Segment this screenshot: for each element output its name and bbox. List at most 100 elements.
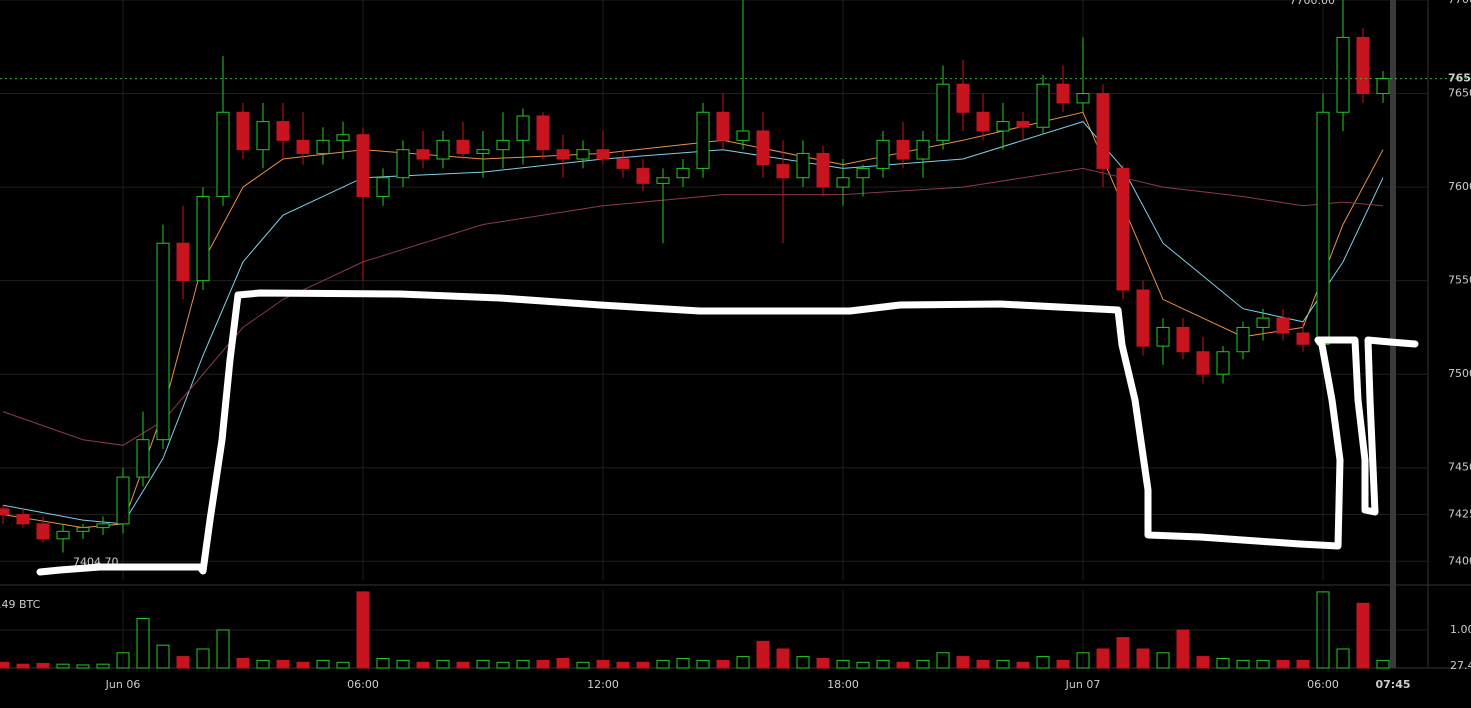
volume-bar [816, 657, 830, 669]
volume-bar [196, 648, 210, 669]
candle-body [796, 152, 810, 179]
volume-title: .49 BTC [0, 598, 41, 611]
candle-body [1156, 326, 1170, 347]
y-tick-label: 7425 [1448, 508, 1471, 521]
candle-body [16, 514, 30, 525]
candle-body [1036, 83, 1050, 128]
volume-tick-label: 1.00 [1450, 623, 1471, 636]
volume-bar [156, 644, 170, 669]
volume-bar [1056, 659, 1070, 669]
volume-bar [616, 661, 630, 669]
volume-bar [636, 661, 650, 669]
volume-bar [376, 657, 390, 669]
volume-bar [516, 659, 530, 669]
candle-body [756, 130, 770, 166]
candle-body [376, 177, 390, 197]
candle-body [536, 115, 550, 151]
candle-body [596, 149, 610, 160]
candle-body [356, 134, 370, 197]
volume-bar [696, 659, 710, 669]
volume-bar [276, 659, 290, 669]
volume-bar [1336, 648, 1350, 669]
x-tick-label: 06:00 [347, 678, 379, 691]
volume-bar [136, 618, 150, 669]
high-label: 7700.00 [1290, 0, 1336, 7]
candle-body [1056, 83, 1070, 104]
candle-body [1356, 36, 1370, 95]
volume-bar [1236, 659, 1250, 669]
candle-body [216, 111, 230, 197]
current-time-label: 07:45 [1375, 678, 1410, 691]
volume-bar [456, 661, 470, 669]
volume-bar [556, 657, 570, 669]
volume-bar [36, 662, 50, 669]
candle-body [1136, 289, 1150, 347]
current-time-band [1390, 0, 1396, 668]
volume-bar [56, 663, 70, 669]
volume-bar [1256, 659, 1270, 669]
volume-bar [416, 661, 430, 669]
candle-body [996, 121, 1010, 132]
candle-body [1216, 351, 1230, 375]
candle-body [1096, 93, 1110, 169]
candle-body [816, 152, 830, 188]
volume-bar [496, 661, 510, 669]
candle-body [636, 167, 650, 184]
candle-body [176, 242, 190, 282]
candle-body [1316, 111, 1330, 345]
candle-body [576, 149, 590, 160]
volume-bar [676, 657, 690, 669]
candle-body [336, 134, 350, 141]
x-tick-label: Jun 06 [105, 678, 141, 691]
candle-body [1296, 332, 1310, 345]
candle-body [1256, 317, 1270, 328]
candle-body [776, 164, 790, 179]
candle-body [1016, 121, 1030, 128]
volume-bar [1176, 629, 1190, 669]
candle-body [236, 111, 250, 151]
volume-bar [1116, 637, 1130, 669]
candle-body [116, 476, 130, 525]
candle-body [156, 242, 170, 441]
volume-bar [756, 640, 770, 669]
volume-bar [396, 659, 410, 669]
candle-body [656, 177, 670, 184]
candle-body [436, 139, 450, 160]
candle-body [956, 83, 970, 113]
volume-bar [576, 661, 590, 669]
candle-body [296, 139, 310, 154]
candle-body [1336, 36, 1350, 113]
volume-bar [1276, 659, 1290, 669]
volume-bar [1216, 657, 1230, 669]
candle-body [56, 530, 70, 540]
volume-bar [876, 659, 890, 669]
volume-bar [1376, 659, 1390, 669]
volume-bar [796, 656, 810, 669]
candle-body [1276, 317, 1290, 334]
candle-body [476, 149, 490, 154]
volume-bar [0, 661, 10, 669]
volume-bar [736, 656, 750, 669]
volume-bar [1036, 656, 1050, 669]
hand-drawn-annotation [36, 289, 1419, 576]
volume-bar [296, 661, 310, 669]
candle-body [976, 111, 990, 132]
candle-body [896, 139, 910, 160]
candle-body [736, 130, 750, 141]
volume-bar [936, 652, 950, 669]
volume-bar [1296, 659, 1310, 669]
candle-body [696, 111, 710, 169]
volume-bar [976, 659, 990, 669]
volume-bar [436, 659, 450, 669]
candle-body [76, 527, 90, 532]
volume-bar [896, 661, 910, 669]
candle-body [456, 139, 470, 154]
y-tick-label: 7400 [1448, 554, 1471, 567]
volume-bar [1136, 648, 1150, 669]
y-tick-label: 7450 [1448, 461, 1471, 474]
volume-bar [76, 664, 90, 669]
volume-bar [1356, 602, 1370, 669]
volume-bar [996, 659, 1010, 669]
